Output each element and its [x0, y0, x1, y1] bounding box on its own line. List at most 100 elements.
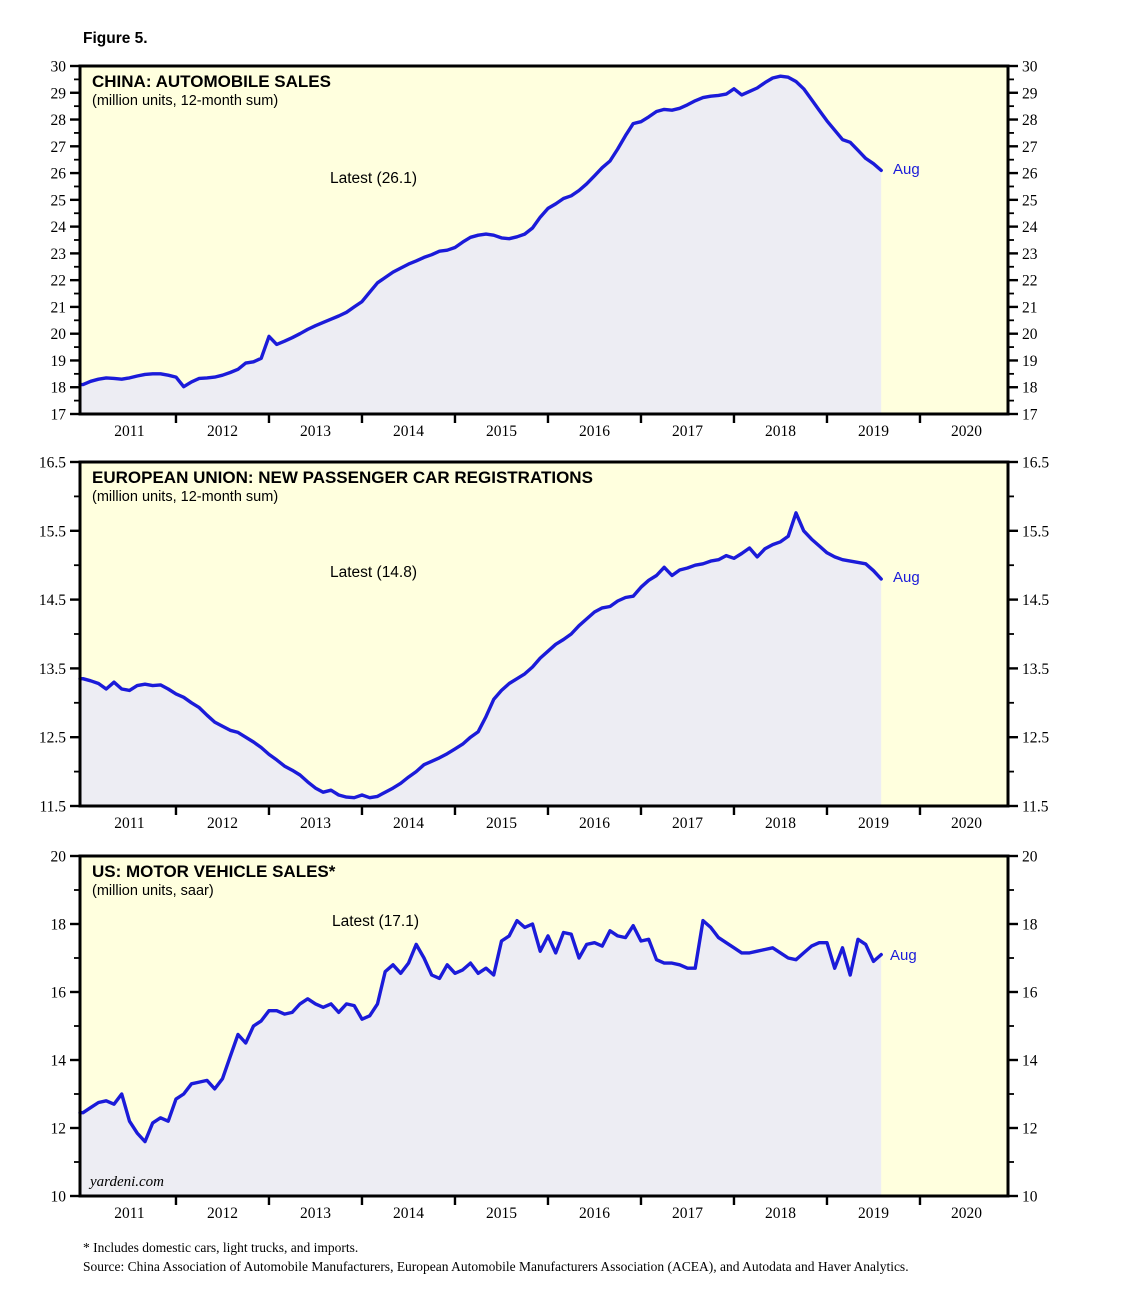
y-tick-label-right: 25: [1022, 192, 1038, 209]
x-tick-label: 2015: [486, 1205, 517, 1222]
x-tick-label: 2018: [765, 815, 796, 832]
y-tick-label-right: 19: [1022, 353, 1038, 370]
y-tick-label-right: 20: [1022, 849, 1038, 866]
y-tick-label-left: 16: [51, 985, 67, 1002]
plot-border: [78, 64, 1010, 416]
area-fill: [80, 76, 882, 414]
y-tick-label-left: 23: [51, 246, 67, 263]
y-tick-label-right: 12.5: [1022, 730, 1049, 747]
x-tick-label: 2019: [858, 1205, 889, 1222]
series-end-label-eu: Aug: [893, 569, 920, 586]
y-tick-label-left: 10: [51, 1189, 67, 1206]
y-tick-label-left: 17: [51, 407, 67, 424]
y-tick-label-right: 15.5: [1022, 523, 1049, 540]
y-tick-label-right: 18: [1022, 917, 1038, 934]
chart-subtitle-eu: (million units, 12-month sum): [92, 489, 279, 505]
chart-title-china: CHINA: AUTOMOBILE SALES: [92, 72, 331, 91]
y-tick-label-right: 14.5: [1022, 592, 1049, 609]
figure-label: Figure 5.: [83, 30, 148, 47]
x-tick-label: 2014: [393, 815, 424, 832]
y-tick-label-left: 15.5: [39, 523, 66, 540]
y-tick-label-right: 14: [1022, 1053, 1038, 1070]
y-tick-label-right: 29: [1022, 85, 1038, 102]
y-tick-label-right: 28: [1022, 112, 1038, 129]
x-tick-label: 2011: [114, 815, 144, 832]
y-tick-label-left: 22: [51, 273, 67, 290]
x-tick-label: 2018: [765, 423, 796, 440]
series-line: [78, 918, 883, 1144]
y-tick-label-right: 30: [1022, 59, 1038, 76]
y-tick-label-right: 20: [1022, 326, 1038, 343]
x-tick-label: 2011: [114, 423, 144, 440]
y-tick-label-left: 14: [51, 1053, 67, 1070]
x-tick-label: 2017: [672, 815, 703, 832]
y-tick-label-right: 24: [1022, 219, 1038, 236]
series-end-label-china: Aug: [893, 161, 920, 178]
x-tick-label: 2016: [579, 1205, 610, 1222]
chart-subtitle-china: (million units, 12-month sum): [92, 93, 279, 109]
y-tick-label-left: 21: [51, 299, 67, 316]
x-tick-label: 2020: [951, 1205, 982, 1222]
y-tick-label-left: 27: [51, 139, 67, 156]
x-tick-label: 2013: [300, 423, 331, 440]
y-tick-label-right: 11.5: [1022, 799, 1049, 816]
axis-labels: 11.5 11.5 12.5 12.5 13.5 13.5 14.5 14.5 15.5 15.5…: [39, 455, 1050, 833]
x-tick-label: 2013: [300, 815, 331, 832]
y-tick-label-left: 14.5: [39, 592, 66, 609]
y-tick-label-left: 25: [51, 192, 67, 209]
yardeni-watermark: yardeni.com: [90, 1174, 165, 1190]
y-tick-label-left: 18: [51, 917, 67, 934]
x-tick-label: 2015: [486, 815, 517, 832]
plot-border: [78, 854, 1010, 1198]
chart-title-us: US: MOTOR VEHICLE SALES*: [92, 862, 336, 881]
y-tick-label-right: 13.5: [1022, 661, 1049, 678]
x-tick-label: 2018: [765, 1205, 796, 1222]
y-tick-label-left: 12.5: [39, 730, 66, 747]
x-tick-label: 2016: [579, 815, 610, 832]
chart-subtitle-us: (million units, saar): [92, 883, 214, 899]
y-tick-label-right: 16: [1022, 985, 1038, 1002]
y-tick-label-left: 16.5: [39, 455, 66, 472]
x-tick-label: 2017: [672, 423, 703, 440]
y-tick-label-right: 27: [1022, 139, 1038, 156]
y-tick-label-right: 17: [1022, 407, 1038, 424]
y-tick-label-left: 26: [51, 166, 67, 183]
x-tick-label: 2016: [579, 423, 610, 440]
series-line: [78, 74, 883, 389]
series-end-label-us: Aug: [890, 947, 917, 964]
plot-border: [78, 460, 1010, 808]
y-tick-label-left: 20: [51, 326, 67, 343]
footnote-asterisk: * Includes domestic cars, light trucks, …: [83, 1240, 359, 1255]
chart-eu-new-passenger-car-registrations: 11.5 11.5 12.5 12.5 13.5 13.5 14.5 14.5 15.5 15.5…: [39, 455, 1050, 833]
y-tick-label-right: 21: [1022, 299, 1038, 316]
chart-title-eu: EUROPEAN UNION: NEW PASSENGER CAR REGIST…: [92, 468, 593, 487]
area-fill: [80, 512, 882, 806]
x-tick-label: 2012: [207, 423, 238, 440]
y-tick-label-left: 20: [51, 849, 67, 866]
x-tick-label: 2014: [393, 423, 424, 440]
y-tick-label-left: 28: [51, 112, 67, 129]
y-tick-label-left: 19: [51, 353, 67, 370]
y-tick-label-right: 12: [1022, 1121, 1038, 1138]
series-line: [78, 511, 883, 800]
y-tick-label-left: 18: [51, 380, 67, 397]
y-tick-label-left: 12: [51, 1121, 67, 1138]
x-tick-label: 2015: [486, 423, 517, 440]
y-tick-label-left: 24: [51, 219, 67, 236]
x-tick-label: 2011: [114, 1205, 144, 1222]
x-tick-label: 2019: [858, 815, 889, 832]
y-tick-label-right: 23: [1022, 246, 1038, 263]
footnote-source: Source: China Association of Automobile …: [83, 1259, 909, 1274]
x-tick-label: 2014: [393, 1205, 424, 1222]
y-tick-label-right: 22: [1022, 273, 1038, 290]
x-tick-label: 2012: [207, 1205, 238, 1222]
x-tick-label: 2020: [951, 815, 982, 832]
latest-annotation-us: Latest (17.1): [332, 913, 420, 930]
y-tick-label-right: 10: [1022, 1189, 1038, 1206]
y-tick-label-left: 30: [51, 59, 67, 76]
